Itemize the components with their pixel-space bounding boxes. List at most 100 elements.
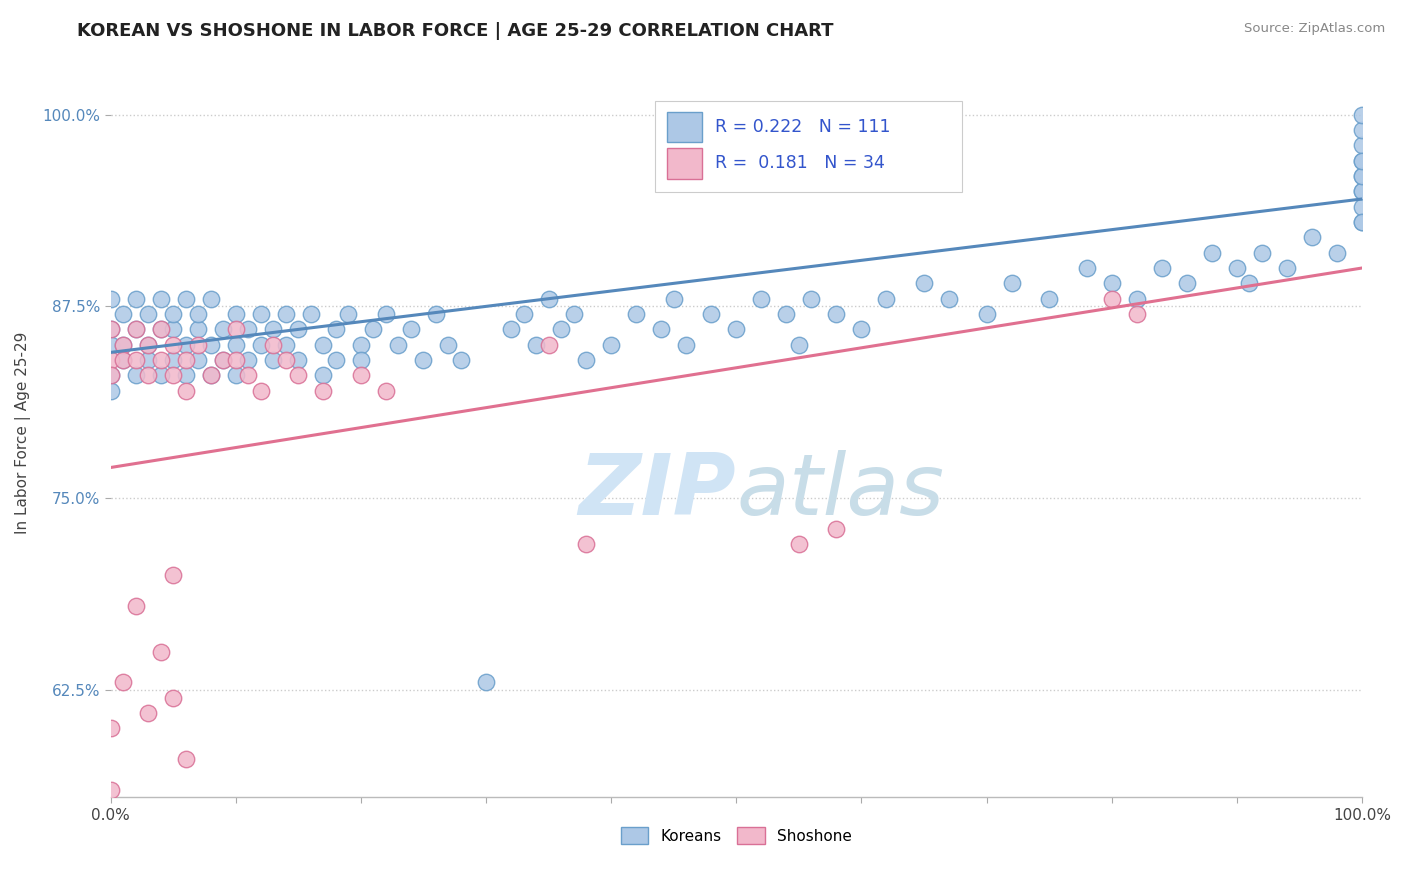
- Point: [100, 384, 122, 398]
- Point: [174, 292, 197, 306]
- Point: [325, 322, 347, 336]
- Point: [136, 706, 159, 720]
- Point: [1125, 307, 1147, 321]
- Point: [1351, 169, 1374, 183]
- Bar: [668, 148, 703, 178]
- Point: [287, 322, 309, 336]
- Point: [475, 675, 498, 690]
- Point: [174, 368, 197, 383]
- Point: [700, 307, 723, 321]
- Point: [136, 337, 159, 351]
- Point: [200, 368, 222, 383]
- Point: [374, 384, 396, 398]
- Point: [136, 337, 159, 351]
- Point: [225, 322, 247, 336]
- Point: [174, 384, 197, 398]
- Point: [112, 675, 135, 690]
- Point: [174, 752, 197, 766]
- Bar: [668, 112, 703, 142]
- Point: [274, 337, 297, 351]
- Point: [212, 353, 235, 368]
- Point: [800, 292, 823, 306]
- Point: [1351, 215, 1374, 229]
- Point: [149, 322, 172, 336]
- Point: [775, 307, 797, 321]
- Point: [1351, 153, 1374, 168]
- Point: [262, 337, 284, 351]
- Point: [312, 368, 335, 383]
- Point: [537, 337, 560, 351]
- Point: [1076, 260, 1098, 275]
- Legend: Koreans, Shoshone: Koreans, Shoshone: [621, 827, 852, 845]
- Point: [112, 307, 135, 321]
- Point: [162, 307, 184, 321]
- Point: [537, 292, 560, 306]
- Text: ZIP: ZIP: [579, 450, 737, 533]
- Point: [976, 307, 998, 321]
- Point: [100, 292, 122, 306]
- Point: [200, 337, 222, 351]
- Point: [149, 645, 172, 659]
- Point: [1250, 245, 1272, 260]
- Point: [1351, 200, 1374, 214]
- Point: [1351, 184, 1374, 198]
- Point: [938, 292, 960, 306]
- Point: [412, 353, 434, 368]
- Point: [249, 384, 271, 398]
- Point: [162, 337, 184, 351]
- Point: [325, 353, 347, 368]
- Point: [187, 353, 209, 368]
- Point: [350, 368, 373, 383]
- Point: [399, 322, 422, 336]
- Point: [225, 307, 247, 321]
- Point: [112, 353, 135, 368]
- Point: [274, 353, 297, 368]
- Point: [1038, 292, 1060, 306]
- Point: [162, 353, 184, 368]
- Point: [187, 337, 209, 351]
- Point: [825, 522, 848, 536]
- Point: [100, 782, 122, 797]
- Point: [825, 307, 848, 321]
- Point: [1201, 245, 1223, 260]
- Point: [912, 277, 935, 291]
- Text: KOREAN VS SHOSHONE IN LABOR FORCE | AGE 25-29 CORRELATION CHART: KOREAN VS SHOSHONE IN LABOR FORCE | AGE …: [77, 22, 834, 40]
- Point: [262, 322, 284, 336]
- Point: [350, 337, 373, 351]
- Point: [174, 337, 197, 351]
- Point: [112, 353, 135, 368]
- Point: [124, 368, 146, 383]
- Point: [225, 337, 247, 351]
- Point: [100, 368, 122, 383]
- Point: [149, 292, 172, 306]
- Point: [136, 368, 159, 383]
- Point: [550, 322, 572, 336]
- Point: [200, 368, 222, 383]
- Point: [238, 322, 260, 336]
- Point: [437, 337, 460, 351]
- Point: [787, 537, 810, 551]
- Text: Source: ZipAtlas.com: Source: ZipAtlas.com: [1244, 22, 1385, 36]
- Point: [187, 322, 209, 336]
- Point: [124, 599, 146, 613]
- Point: [1101, 277, 1123, 291]
- Point: [1351, 169, 1374, 183]
- Point: [136, 307, 159, 321]
- Point: [1351, 184, 1374, 198]
- Point: [249, 337, 271, 351]
- FancyBboxPatch shape: [655, 102, 962, 193]
- Point: [249, 307, 271, 321]
- Point: [675, 337, 697, 351]
- Point: [274, 307, 297, 321]
- Point: [212, 353, 235, 368]
- Point: [287, 353, 309, 368]
- Text: R = 0.222   N = 111: R = 0.222 N = 111: [716, 118, 890, 136]
- Point: [575, 353, 598, 368]
- Point: [1150, 260, 1173, 275]
- Point: [1351, 153, 1374, 168]
- Point: [374, 307, 396, 321]
- Point: [312, 384, 335, 398]
- Point: [650, 322, 672, 336]
- Point: [1000, 277, 1022, 291]
- Point: [124, 322, 146, 336]
